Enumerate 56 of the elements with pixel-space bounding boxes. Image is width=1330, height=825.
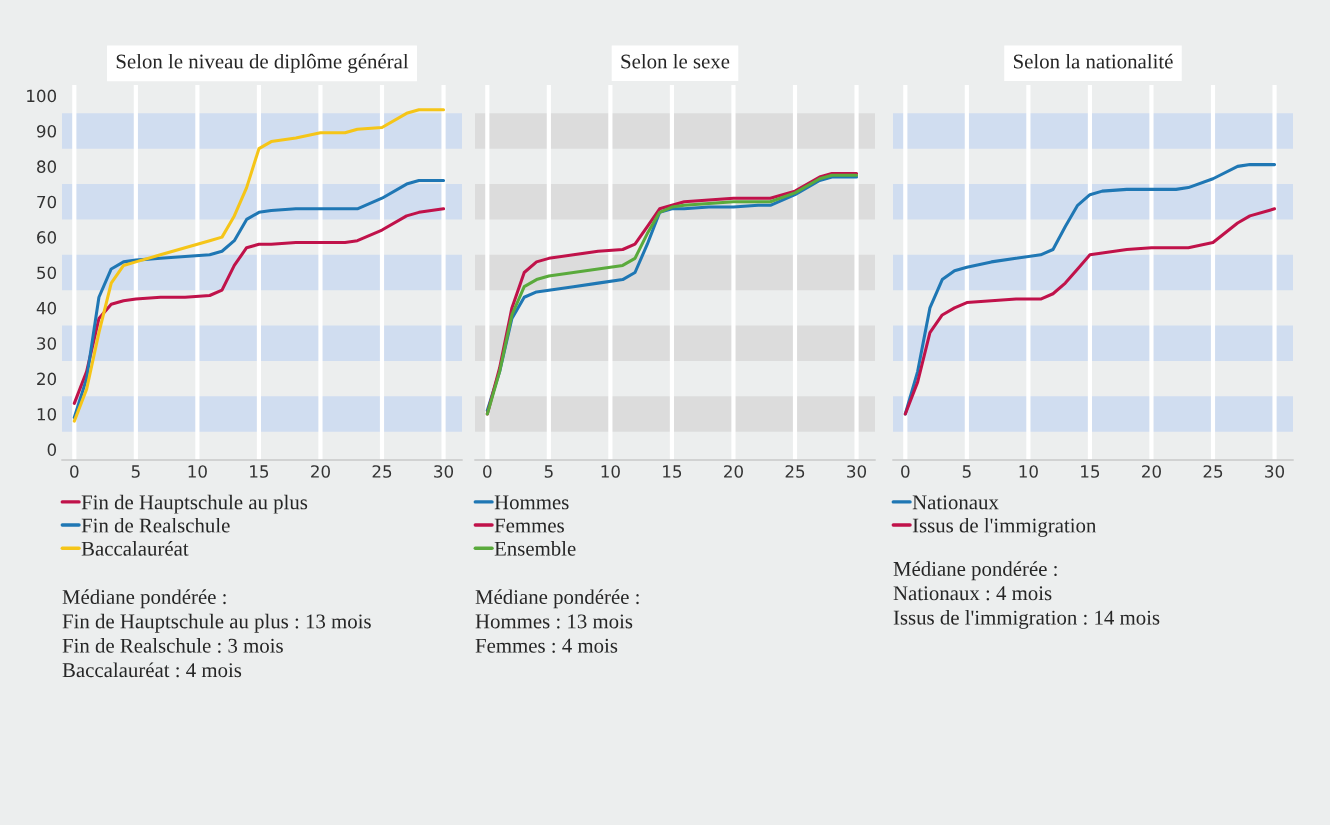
text: Hommes : 13 mois	[475, 614, 633, 629]
legend-label: Ensemble	[494, 541, 576, 556]
x-tick-label: 20	[1142, 465, 1161, 478]
text: Médiane pondérée :	[62, 589, 226, 609]
x-tick-label: 30	[1265, 465, 1285, 478]
text: Femmes : 4 mois	[475, 638, 618, 653]
line-series	[72, 108, 446, 423]
x-tick-label: 25	[372, 465, 392, 478]
text: Baccalauréat : 4 mois	[62, 662, 242, 678]
x-tick-label: 0	[901, 465, 910, 478]
legend-label: Femmes	[494, 518, 564, 533]
x-tick-label: 20	[724, 465, 743, 478]
x-tick-label: 10	[601, 465, 620, 478]
x-tick-label: 0	[70, 465, 79, 478]
y-tick-label: 50	[37, 266, 57, 280]
legend-label: Issus de l'immigration	[912, 517, 1097, 537]
line-series	[72, 178, 446, 420]
legend-label: Baccalauréat	[81, 541, 189, 556]
text: Fin de Hauptschule au plus : 13 mois	[62, 613, 371, 633]
chart-title: Selon la nationalité	[1013, 53, 1173, 69]
y-tick-label: 30	[37, 337, 57, 350]
text: Fin de Realschule : 3 mois	[62, 638, 283, 653]
x-tick-label: 5	[962, 465, 971, 478]
text: Nationaux : 4 mois	[893, 586, 1052, 601]
x-tick-label: 25	[785, 465, 805, 478]
x-tick-label: 5	[131, 465, 140, 478]
line-series	[72, 207, 446, 405]
x-tick-label: 15	[663, 465, 682, 478]
y-tick-label: 10	[37, 407, 57, 421]
x-tick-label: 10	[188, 465, 207, 478]
y-tick-label: 40	[36, 301, 57, 315]
y-tick-label: 90	[36, 124, 57, 138]
y-tick-label: 20	[37, 372, 57, 386]
x-tick-label: 25	[1203, 465, 1223, 478]
chart-title: Selon le sexe	[621, 53, 730, 69]
x-tick-label: 15	[250, 465, 269, 478]
x-tick-label: 0	[483, 465, 492, 478]
x-tick-label: 30	[434, 465, 454, 478]
x-tick-label: 20	[311, 465, 330, 478]
chart-title: Selon le niveau de diplôme général	[116, 53, 409, 73]
text: Issus de l'immigration : 14 mois	[893, 610, 1160, 629]
y-tick-label: 70	[37, 195, 57, 209]
y-tick-label: 60	[37, 231, 57, 244]
x-tick-label: 15	[1081, 465, 1100, 478]
x-tick-label: 30	[847, 465, 867, 478]
legend-label: Hommes	[494, 495, 569, 510]
legend-label: Nationaux	[912, 495, 999, 510]
x-tick-label: 5	[544, 465, 553, 478]
text: Médiane pondérée :	[475, 589, 639, 609]
legend-label: Fin de Hauptschule au plus	[81, 494, 308, 514]
y-tick-label: 0	[47, 443, 57, 456]
y-tick-label: 80	[37, 160, 57, 173]
text: Médiane pondérée :	[893, 561, 1057, 581]
legend-label: Fin de Realschule	[81, 517, 230, 533]
y-tick-label: 100	[27, 89, 57, 103]
x-tick-label: 10	[1019, 465, 1038, 478]
